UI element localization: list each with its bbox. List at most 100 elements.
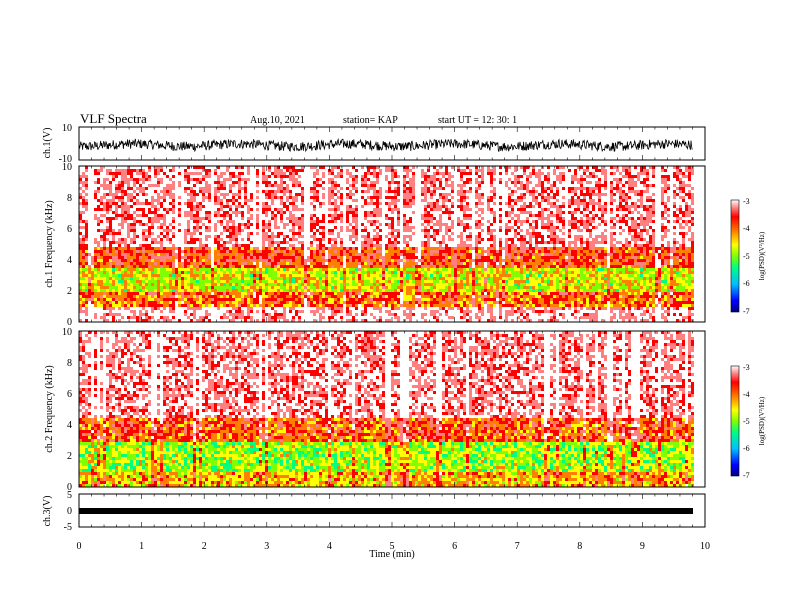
spectrogram-cell — [175, 217, 178, 220]
spectrogram-cell — [106, 295, 109, 298]
spectrogram-cell — [298, 286, 301, 289]
spectrogram-cell — [154, 220, 157, 223]
spectrogram-cell — [121, 217, 124, 220]
spectrogram-cell — [181, 181, 184, 184]
spectrogram-cell — [175, 250, 178, 253]
spectrogram-cell — [112, 277, 115, 280]
spectrogram-cell — [328, 277, 331, 280]
spectrogram-cell — [292, 304, 295, 307]
spectrogram-cell — [211, 289, 214, 292]
spectrogram-cell — [316, 202, 319, 205]
spectrogram-cell — [349, 307, 352, 310]
spectrogram-cell — [178, 229, 181, 232]
spectrogram-cell — [103, 226, 106, 229]
spectrogram-cell — [154, 256, 157, 259]
spectrogram-cell — [292, 265, 295, 268]
spectrogram-cell — [193, 289, 196, 292]
spectrogram-cell — [211, 241, 214, 244]
spectrogram-cell — [94, 301, 97, 304]
spectrogram-cell — [292, 283, 295, 286]
spectrogram-cell — [79, 166, 82, 169]
spectrogram-cell — [310, 247, 313, 250]
spectrogram-cell — [340, 310, 343, 313]
spectrogram-cell — [223, 289, 226, 292]
spectrogram-cell — [169, 280, 172, 283]
spectrogram-cell — [187, 238, 190, 241]
spectrogram-cell — [250, 232, 253, 235]
spectrogram-cell — [268, 220, 271, 223]
spectrogram-cell — [280, 238, 283, 241]
spectrogram-cell — [313, 289, 316, 292]
spectrogram-cell — [250, 205, 253, 208]
spectrogram-cell — [355, 220, 358, 223]
spectrogram-cell — [190, 193, 193, 196]
spectrogram-cell — [91, 265, 94, 268]
spectrogram-cell — [328, 196, 331, 199]
spectrogram-cell — [109, 166, 112, 169]
spectrogram-cell — [205, 301, 208, 304]
spectrogram-cell — [178, 298, 181, 301]
spectrogram-cell — [334, 211, 337, 214]
spectrogram-cell — [112, 226, 115, 229]
spectrogram-cell — [208, 229, 211, 232]
spectrogram-cell — [238, 262, 241, 265]
spectrogram-cell — [316, 166, 319, 169]
spectrogram-cell — [145, 301, 148, 304]
spectrogram-cell — [178, 190, 181, 193]
spectrogram-cell — [229, 286, 232, 289]
spectrogram-cell — [106, 229, 109, 232]
spectrogram-cell — [262, 172, 265, 175]
spectrogram-cell — [97, 259, 100, 262]
spectrogram-cell — [343, 283, 346, 286]
spectrogram-cell — [262, 184, 265, 187]
spectrogram-cell — [325, 184, 328, 187]
spectrogram-cell — [220, 271, 223, 274]
spectrogram-cell — [274, 277, 277, 280]
spectrogram-cell — [304, 313, 307, 316]
spectrogram-cell — [277, 208, 280, 211]
spectrogram-cell — [184, 211, 187, 214]
spectrogram-cell — [355, 193, 358, 196]
spectrogram-cell — [154, 313, 157, 316]
spectrogram-cell — [274, 235, 277, 238]
spectrogram-cell — [265, 178, 268, 181]
spectrogram-cell — [253, 274, 256, 277]
spectrogram-cell — [340, 208, 343, 211]
spectrogram-cell — [229, 232, 232, 235]
spectrogram-cell — [157, 319, 160, 322]
spectrogram-cell — [211, 268, 214, 271]
spectrogram-cell — [298, 298, 301, 301]
spectrogram-cell — [256, 214, 259, 217]
spectrogram-cell — [94, 316, 97, 319]
spectrogram-cell — [187, 298, 190, 301]
spectrogram-cell — [292, 319, 295, 322]
spectrogram-cell — [208, 232, 211, 235]
spectrogram-cell — [211, 178, 214, 181]
spectrogram-cell — [313, 256, 316, 259]
spectrogram-cell — [289, 268, 292, 271]
spectrogram-cell — [145, 262, 148, 265]
spectrogram-cell — [172, 232, 175, 235]
spectrogram-cell — [106, 187, 109, 190]
spectrogram-cell — [172, 256, 175, 259]
spectrogram-cell — [214, 199, 217, 202]
spectrogram-cell — [133, 241, 136, 244]
spectrogram-cell — [229, 307, 232, 310]
spectrogram-cell — [307, 196, 310, 199]
spectrogram-cell — [166, 295, 169, 298]
spectrogram-cell — [244, 307, 247, 310]
spectrogram-cell — [253, 193, 256, 196]
spectrogram-cell — [160, 265, 163, 268]
spectrogram-cell — [268, 223, 271, 226]
spectrogram-cell — [241, 307, 244, 310]
spectrogram-cell — [214, 166, 217, 169]
spectrogram-cell — [274, 298, 277, 301]
spectrogram-cell — [322, 229, 325, 232]
spectrogram-cell — [304, 199, 307, 202]
spectrogram-cell — [97, 292, 100, 295]
spectrogram-cell — [301, 280, 304, 283]
spectrogram-cell — [181, 259, 184, 262]
spectrogram-cell — [292, 208, 295, 211]
spectrogram-cell — [358, 301, 361, 304]
spectrogram-cell — [328, 313, 331, 316]
